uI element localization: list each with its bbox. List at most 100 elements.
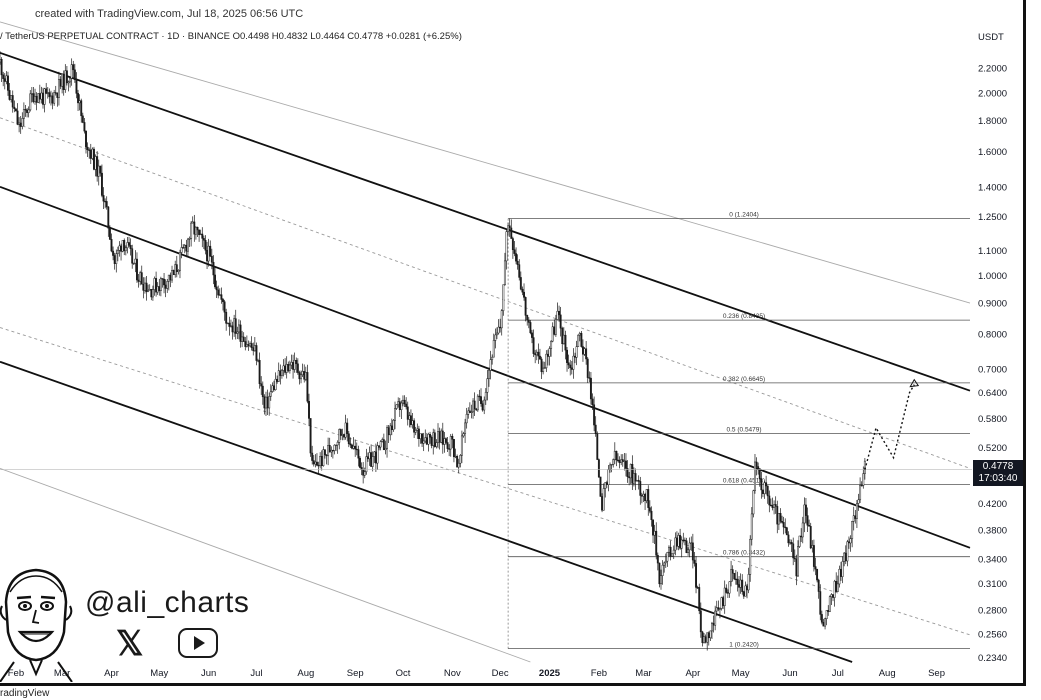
candle-body	[511, 238, 514, 250]
candle	[311, 445, 314, 465]
candle-body	[621, 459, 624, 462]
candle-body	[540, 358, 543, 373]
candle-body	[586, 358, 589, 378]
candle-body	[136, 258, 138, 281]
candle-body	[77, 93, 79, 104]
candle	[126, 236, 129, 254]
candle	[261, 381, 264, 405]
candle-body	[207, 245, 210, 262]
candle	[425, 432, 428, 446]
candle-body	[798, 535, 801, 547]
candle	[625, 453, 627, 477]
candle-body	[664, 560, 667, 564]
candle-body	[569, 364, 572, 369]
candle	[586, 357, 589, 383]
candle-body	[414, 430, 417, 433]
candle-body	[83, 122, 86, 132]
candle	[21, 112, 24, 130]
candle-body	[510, 227, 513, 239]
candle-body	[53, 92, 56, 104]
candle-body	[808, 525, 811, 527]
candle-body	[62, 73, 65, 90]
candle-body	[863, 460, 866, 474]
candle	[570, 361, 573, 375]
candle	[583, 347, 586, 356]
candle-body	[38, 93, 41, 100]
candle	[164, 279, 167, 298]
candle	[696, 585, 699, 589]
candle-body	[261, 385, 264, 398]
candle-body	[765, 482, 768, 487]
candle	[726, 589, 729, 598]
candle	[61, 73, 64, 94]
candle-body	[717, 607, 720, 610]
candle	[72, 60, 75, 79]
candle	[96, 151, 99, 182]
candle-body	[91, 148, 94, 159]
candle-body	[2, 74, 5, 79]
candle-body	[800, 535, 803, 538]
candle-body	[171, 270, 173, 281]
candle-body	[634, 473, 637, 482]
candle-body	[734, 578, 737, 581]
candle	[304, 366, 307, 382]
candle-body	[855, 503, 858, 519]
candle	[822, 618, 825, 627]
candle-body	[804, 504, 807, 516]
candle	[535, 349, 538, 361]
candle-body	[844, 552, 847, 562]
candle-body	[704, 636, 707, 643]
candle-body	[722, 597, 725, 606]
tradingview-footer: radingView	[0, 688, 50, 699]
candle-body	[260, 383, 263, 387]
candle	[736, 571, 739, 592]
candle-body	[486, 378, 489, 393]
candle-body	[245, 344, 248, 347]
candle-body	[661, 564, 664, 576]
candle	[551, 322, 554, 343]
candle	[672, 545, 675, 560]
candle-body	[233, 318, 236, 333]
candle	[785, 526, 788, 536]
candle	[336, 440, 339, 454]
y-tick-label: 1.0000	[978, 271, 1007, 282]
candle	[817, 578, 820, 599]
candle-body	[763, 482, 766, 494]
candle-body	[658, 562, 661, 585]
candle	[695, 555, 697, 594]
candle-body	[376, 445, 379, 464]
candle-body	[769, 504, 772, 507]
candle	[518, 259, 521, 281]
candle	[731, 565, 734, 582]
candle-body	[145, 282, 148, 293]
candle	[80, 98, 83, 123]
candle-body	[640, 495, 643, 497]
candle-body	[398, 401, 401, 410]
candle-body	[669, 546, 672, 557]
candle-body	[551, 326, 554, 342]
candle	[830, 593, 833, 606]
candle-body	[492, 340, 495, 358]
candle-body	[27, 109, 30, 113]
candle-body	[148, 289, 151, 291]
candle-body	[534, 353, 537, 356]
candle-body	[516, 260, 519, 265]
candle	[711, 621, 713, 639]
candle-body	[566, 349, 568, 363]
candle-body	[499, 326, 502, 329]
candle	[511, 236, 514, 259]
candle	[139, 270, 142, 286]
candle-body	[300, 374, 302, 380]
candle	[355, 442, 358, 456]
candle-body	[368, 452, 371, 460]
candle-body	[123, 240, 126, 252]
candle	[725, 584, 728, 594]
candle	[182, 243, 185, 249]
candle-body	[429, 434, 431, 438]
candle	[175, 255, 178, 278]
candle-body	[577, 334, 580, 347]
candle	[116, 246, 119, 262]
candle	[593, 396, 596, 432]
candle-body	[478, 395, 481, 398]
candle-body	[811, 545, 814, 549]
